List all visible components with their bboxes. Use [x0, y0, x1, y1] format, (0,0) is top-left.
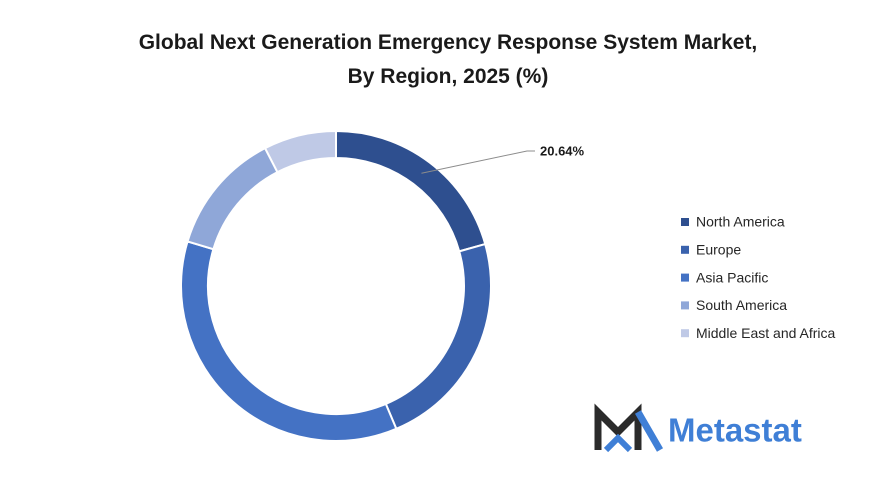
legend-swatch — [681, 218, 689, 226]
logo-text: Metastat — [668, 412, 802, 449]
donut-segment — [384, 242, 492, 431]
legend-swatch — [681, 245, 689, 254]
legend-label: South America — [696, 297, 787, 313]
leader-line — [421, 150, 535, 174]
chart-title: Global Next Generation Emergency Respons… — [138, 31, 758, 88]
legend-label: North America — [696, 214, 785, 230]
legend-label: Asia Pacific — [696, 269, 768, 285]
logo-icon — [594, 403, 664, 453]
legend-swatch — [681, 301, 689, 310]
donut-segment — [180, 240, 398, 442]
legend-swatch — [681, 273, 689, 282]
donut-segment — [186, 146, 279, 251]
legend-label: Middle East and Africa — [696, 325, 836, 341]
donut-segment — [335, 129, 487, 253]
legend-label: Europe — [696, 242, 741, 258]
data-label: 20.64% — [540, 143, 585, 158]
legend-swatch — [681, 329, 689, 338]
donut-segment — [263, 129, 337, 174]
